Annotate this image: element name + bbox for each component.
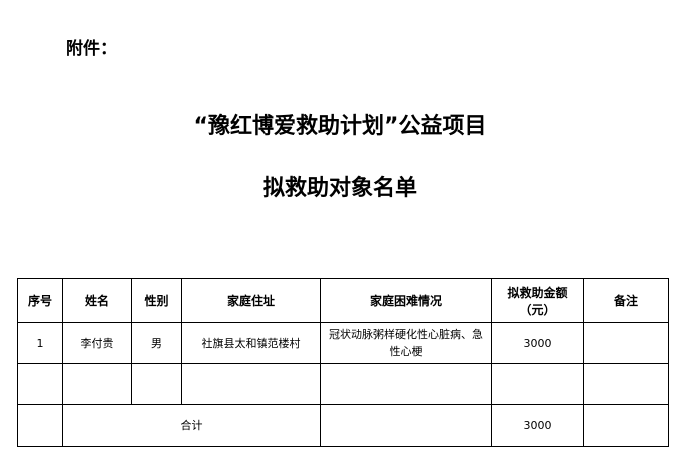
cell-empty (583, 404, 669, 447)
header-cell: 拟救助金额（元） (491, 278, 584, 323)
cell-address (181, 363, 321, 405)
table-header-row: 序号 姓名 性别 家庭住址 家庭困难情况 拟救助金额（元） 备注 (17, 278, 669, 323)
header-cell: 性别 (131, 278, 182, 323)
cell-gender: 男 (131, 322, 182, 364)
table-row (17, 363, 669, 405)
attachment-label: 附件： (66, 39, 117, 59)
document-title: “豫红博爱救助计划”公益项目 (193, 114, 487, 139)
cell-empty (320, 404, 492, 447)
header-cell: 序号 (17, 278, 63, 323)
header-cell: 家庭困难情况 (320, 278, 492, 323)
cell-name: 李付贵 (62, 322, 132, 364)
header-cell: 备注 (583, 278, 669, 323)
recipient-table: 序号 姓名 性别 家庭住址 家庭困难情况 拟救助金额（元） 备注 1 李付贵 男… (17, 278, 669, 447)
cell-hardship: 冠状动脉粥样硬化性心脏病、急性心梗 (320, 322, 492, 364)
cell-gender (131, 363, 182, 405)
cell-amount: 3000 (491, 322, 584, 364)
total-row: 合计 3000 (17, 404, 669, 447)
cell-remarks (583, 322, 669, 364)
cell-index (17, 363, 63, 405)
cell-amount (491, 363, 584, 405)
total-amount: 3000 (491, 404, 584, 447)
cell-address: 社旗县太和镇范楼村 (181, 322, 321, 364)
cell-name (62, 363, 132, 405)
cell-hardship (320, 363, 492, 405)
cell-index: 1 (17, 322, 63, 364)
cell-remarks (583, 363, 669, 405)
total-label: 合计 (62, 404, 321, 447)
header-cell: 姓名 (62, 278, 132, 323)
table-row: 1 李付贵 男 社旗县太和镇范楼村 冠状动脉粥样硬化性心脏病、急性心梗 3000 (17, 322, 669, 364)
cell-empty (17, 404, 63, 447)
document-subtitle: 拟救助对象名单 (262, 176, 417, 201)
header-cell: 家庭住址 (181, 278, 321, 323)
